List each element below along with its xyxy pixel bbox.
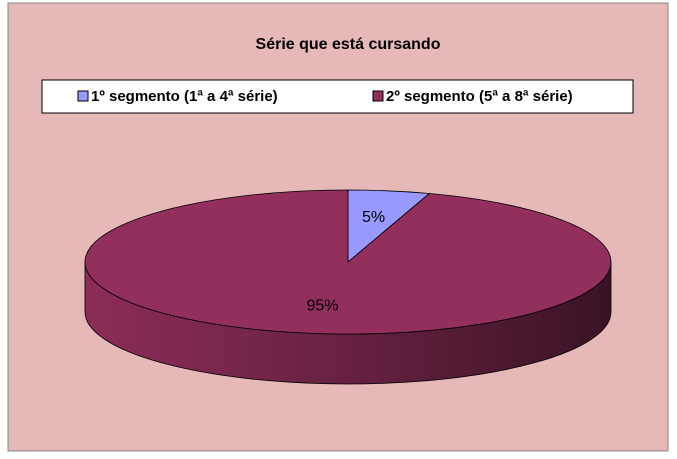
chart-title: Série que está cursando <box>256 36 441 53</box>
legend-box <box>41 79 634 114</box>
legend-swatch <box>77 90 89 102</box>
slice <box>84 189 612 335</box>
data-label: 95% <box>306 297 338 314</box>
legend-label: 1º segmento (1ª a 4ª série) <box>91 88 278 105</box>
data-label: 5% <box>362 209 385 226</box>
side-shade <box>85 262 611 384</box>
legend-label: 2º segmento (5ª a 8ª série) <box>386 88 573 105</box>
legend-swatch <box>372 90 384 102</box>
